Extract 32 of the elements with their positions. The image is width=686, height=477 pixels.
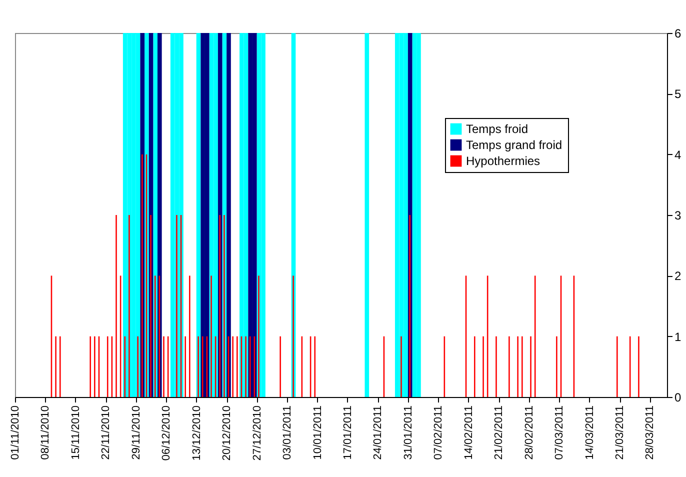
x-tick-label: 07/02/2011 [432,406,445,460]
y-tick-label: 0 [674,390,682,404]
x-tick-label: 21/03/2011 [614,406,626,460]
legend-label: Temps grand froid [466,138,562,152]
x-tick-label: 28/02/2011 [523,406,536,460]
y-tick-label: 1 [674,330,682,344]
x-tick-label: 21/02/2011 [493,406,506,460]
x-tick-label: 08/11/2010 [40,406,52,460]
x-tick-label: 28/03/2011 [644,406,656,460]
legend-label: Temps froid [466,122,528,136]
x-tick-label: 29/11/2010 [130,406,142,460]
y-tick-label: 4 [674,148,682,162]
y-tick-label: 5 [674,87,682,102]
x-tick-label: 17/01/2011 [342,406,354,460]
x-tick-label: 01/11/2010 [10,406,22,460]
x-tick-label: 14/03/2011 [584,406,596,460]
y-tick-label: 2 [674,269,682,284]
x-tick-label: 10/01/2011 [312,406,324,460]
x-tick-label: 22/11/2010 [100,406,112,460]
x-tick-label: 06/12/2010 [160,406,173,461]
legend-label: Hypothermies [466,154,540,168]
x-tick-label: 13/12/2010 [190,406,203,461]
x-tick-label: 15/11/2010 [70,406,82,460]
x-tick-label: 20/12/2010 [221,406,234,461]
x-tick-label: 27/12/2010 [251,406,264,461]
x-tick-label: 14/02/2011 [462,406,475,460]
x-tick-label: 07/03/2011 [554,406,566,460]
x-tick-label: 31/01/2011 [402,406,414,460]
y-tick-label: 6 [674,26,682,40]
x-tick-label: 03/01/2011 [282,406,294,460]
y-tick-label: 3 [674,208,682,222]
x-tick-label: 24/01/2011 [372,406,384,460]
